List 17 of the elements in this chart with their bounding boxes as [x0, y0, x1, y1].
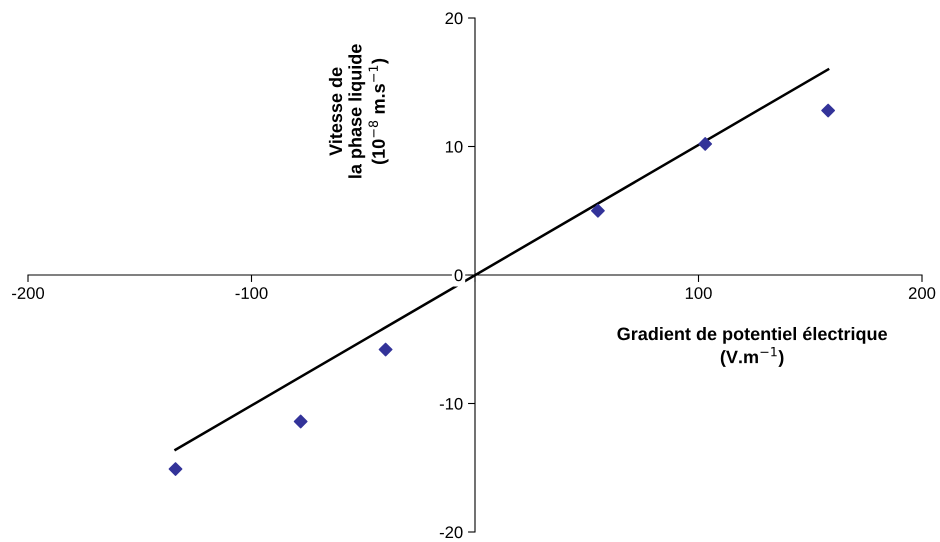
y-tick-label: 20	[445, 12, 463, 24]
y-tick-label: 10	[446, 140, 463, 153]
x-tick-label: 200	[908, 287, 936, 300]
y-tick-label: -10	[440, 398, 463, 410]
point	[591, 204, 605, 218]
point	[294, 414, 308, 428]
point	[378, 342, 393, 356]
x-tick-label: 100	[686, 287, 712, 300]
y-axis-title: Vitesse de la phase liquide (10$^{−8}$ m.s$^{−1}$)	[328, 44, 388, 178]
y-tick-label: -20	[440, 526, 463, 538]
x-tick-label: -200	[12, 287, 44, 300]
y-tick-label: 0	[454, 269, 463, 282]
point	[821, 104, 836, 118]
point	[698, 137, 712, 151]
point	[168, 462, 182, 476]
x-axis-title: Gradient de potentiel électrique (V.m$^{−1}$)	[617, 326, 887, 367]
x-tick-label: -100	[236, 287, 268, 300]
